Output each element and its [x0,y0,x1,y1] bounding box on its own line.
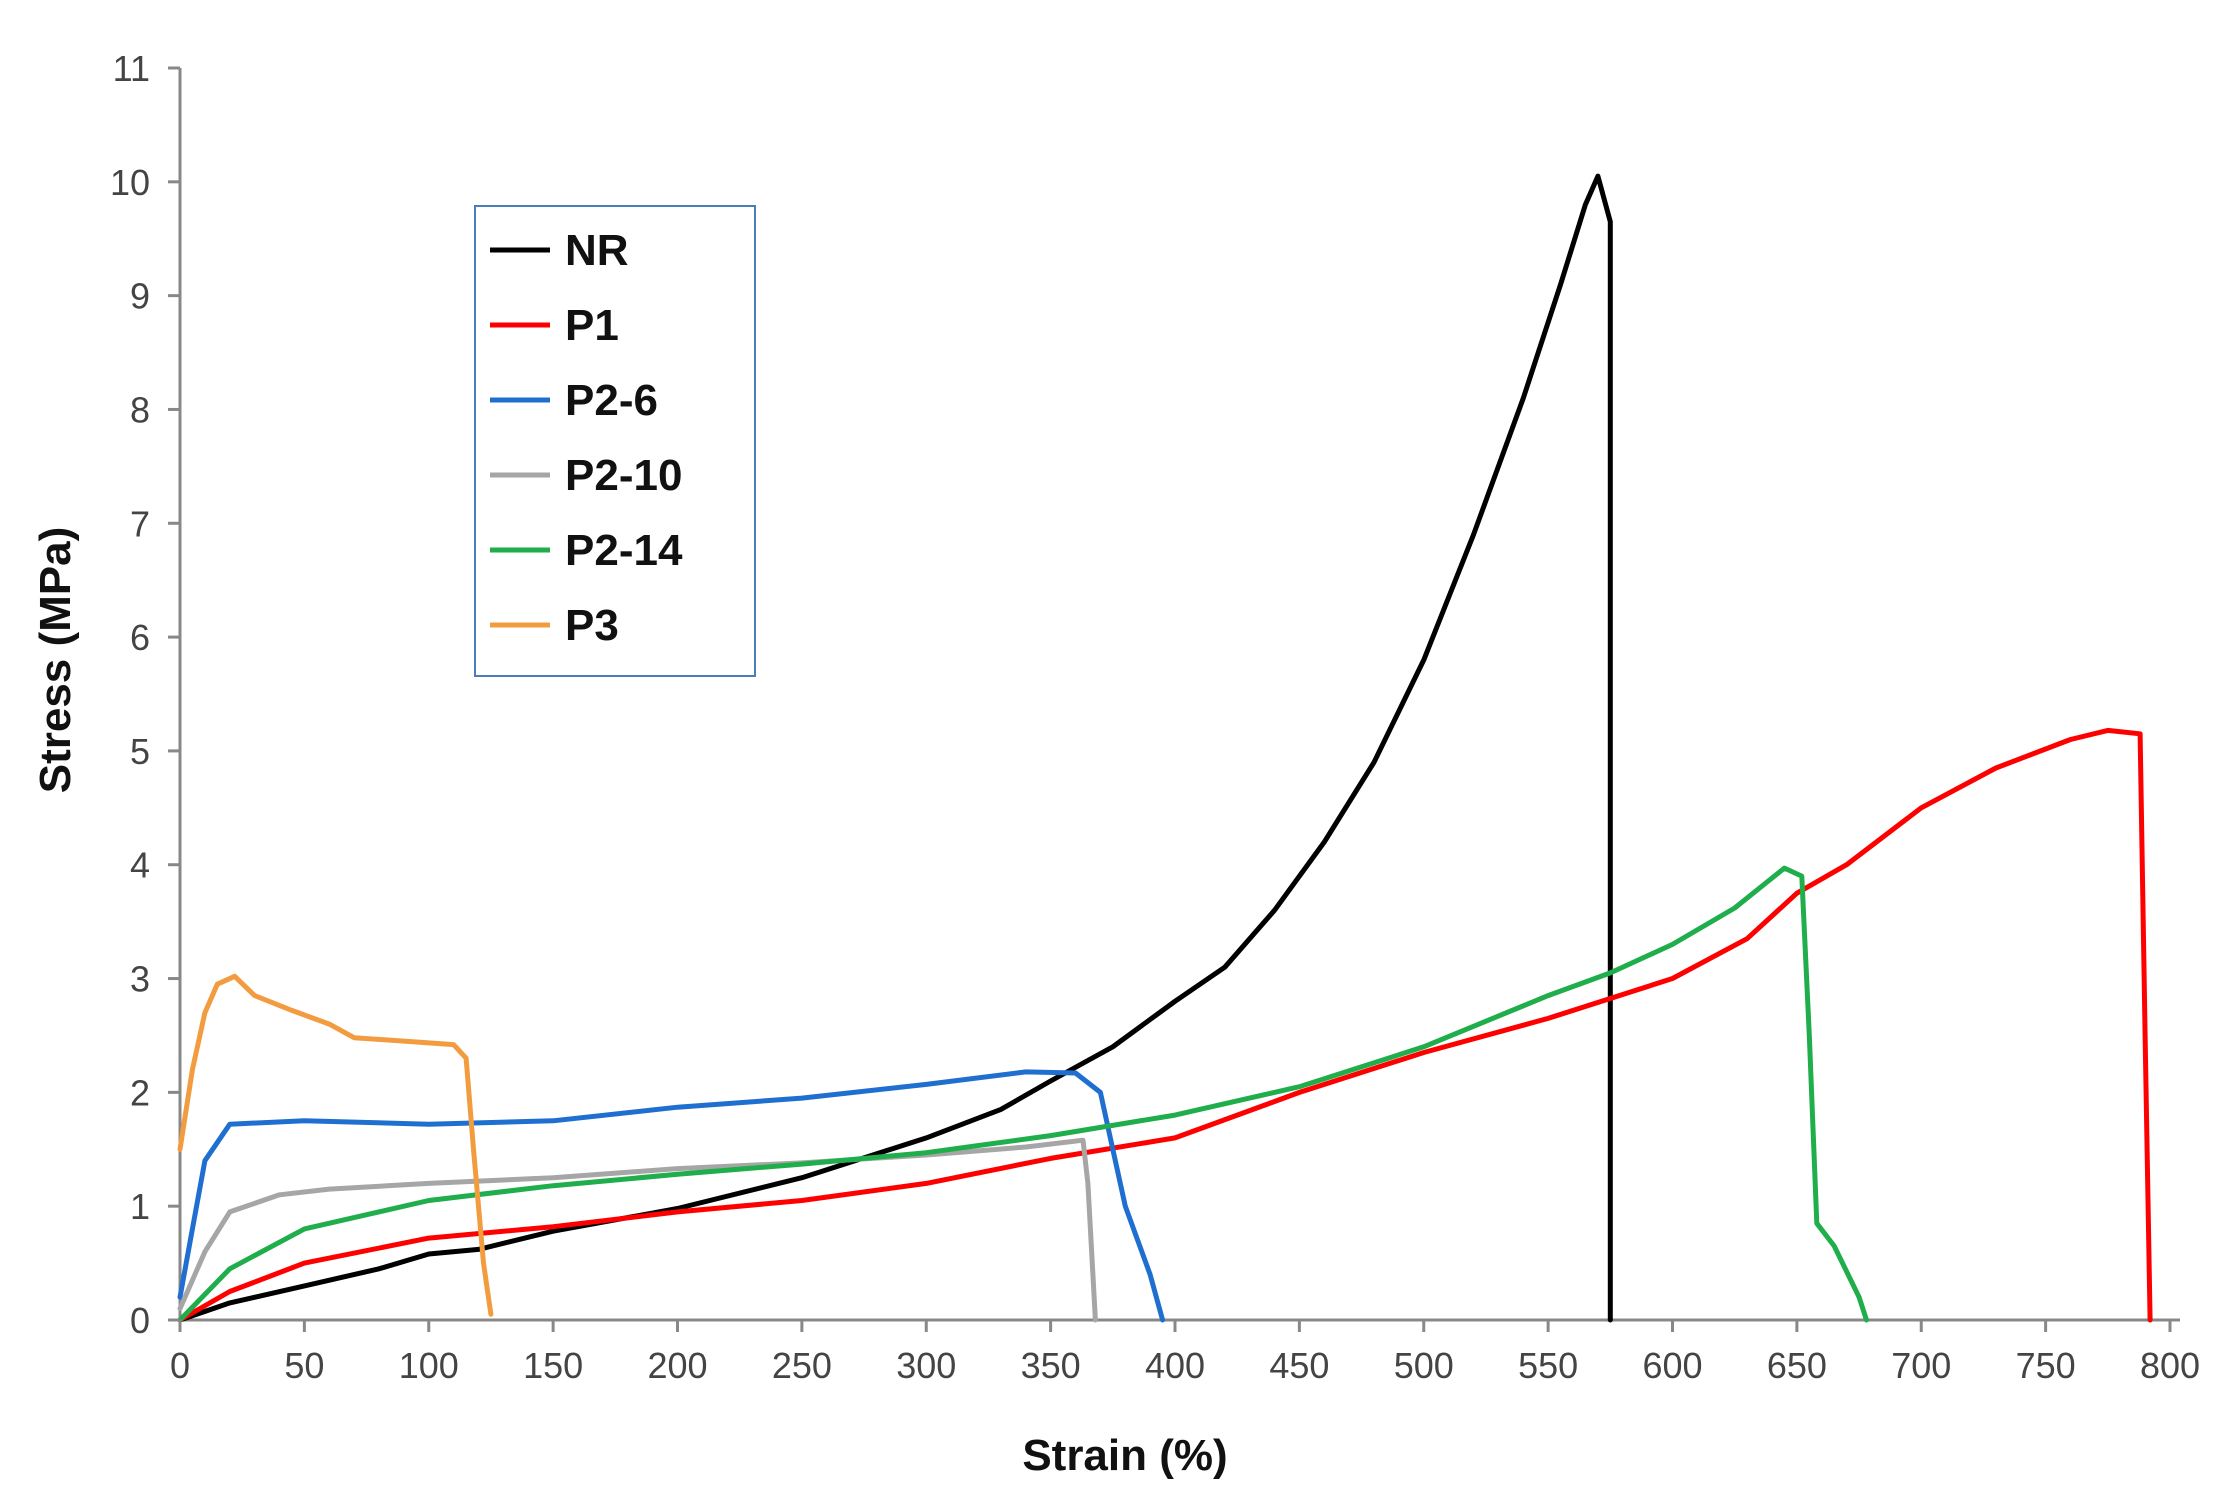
y-tick-label: 7 [130,503,150,544]
x-tick-label: 550 [1518,1345,1578,1386]
legend-box [474,205,756,677]
y-tick-label: 11 [113,48,150,89]
x-tick-label: 700 [1891,1345,1951,1386]
y-tick-label: 8 [130,389,150,430]
series-line-nr [177,173,1613,1323]
legend-label: P2-10 [565,451,682,500]
y-tick-label: 1 [130,1186,150,1227]
x-tick-label: 250 [772,1345,832,1386]
x-tick-label: 450 [1269,1345,1329,1386]
series-line-p2-14 [177,865,1869,1323]
y-axis-ticks: 0 1 2 3 4 5 6 7 8 9 10 11 [110,48,180,1341]
y-tick-label: 10 [110,162,150,203]
legend-label: P3 [565,601,619,650]
legend-label: P1 [565,301,619,350]
legend-label: P2-6 [565,376,658,425]
x-tick-label: 400 [1145,1345,1205,1386]
x-tick-label: 50 [284,1345,324,1386]
x-axis-ticks: 0 50 100 150 200 250 300 350 400 450 500 550 600 650 7… [170,1320,2200,1386]
x-tick-label: 300 [896,1345,956,1386]
x-tick-label: 650 [1767,1345,1827,1386]
x-tick-label: 600 [1642,1345,1702,1386]
y-axis-title: Stress (MPa) [31,527,80,794]
axes [178,68,2180,1322]
series-line-p2-10 [177,1137,1098,1323]
x-tick-label: 0 [170,1345,190,1386]
series-line-p2-6 [177,1069,1166,1323]
y-tick-label: 4 [130,845,150,886]
y-tick-label: 2 [130,1072,150,1113]
legend-label: NR [565,226,629,275]
legend-label: P2-14 [565,526,683,575]
x-tick-label: 200 [647,1345,707,1386]
legend: NR P1 P2-6 P2-10 P2-14 P3 [474,205,756,677]
y-tick-label: 0 [130,1300,150,1341]
y-tick-label: 5 [130,731,150,772]
x-axis-title: Strain (%) [1022,1431,1227,1480]
x-tick-label: 800 [2140,1345,2200,1386]
x-tick-label: 750 [2016,1345,2076,1386]
x-tick-label: 100 [399,1345,459,1386]
x-tick-label: 500 [1394,1345,1454,1386]
series-layer [177,173,2153,1323]
series-line-p3 [177,973,494,1317]
y-tick-label: 6 [130,617,150,658]
x-tick-label: 350 [1021,1345,1081,1386]
x-tick-label: 150 [523,1345,583,1386]
y-tick-label: 3 [130,959,150,1000]
y-tick-label: 9 [130,276,150,317]
series-line-p1 [177,727,2153,1323]
